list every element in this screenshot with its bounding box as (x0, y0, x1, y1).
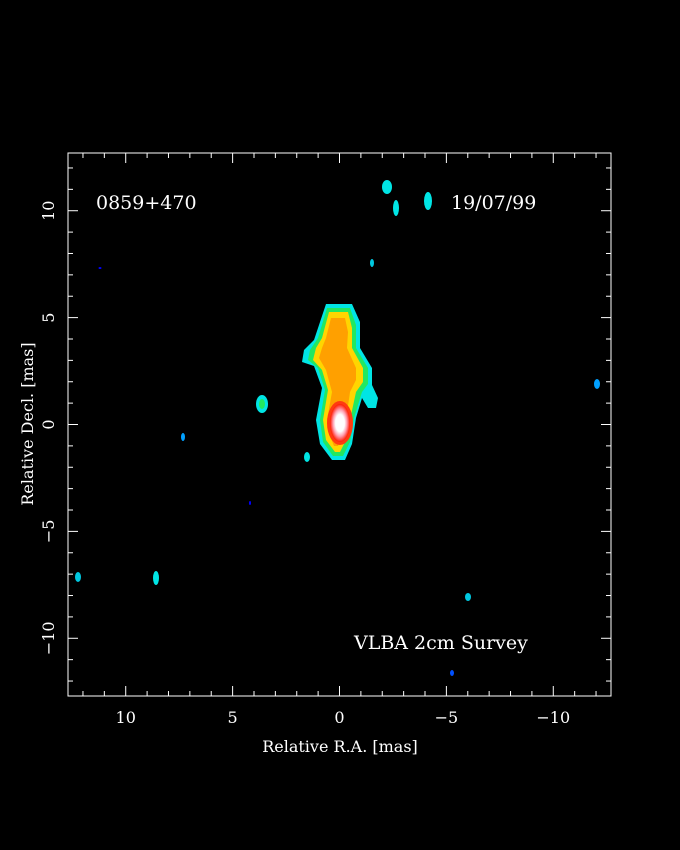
y-tick-label: 0 (39, 419, 58, 429)
x-tick-label: −10 (536, 708, 570, 727)
noise-blob (153, 571, 159, 585)
noise-blob (465, 593, 471, 601)
x-tick-labels: 10 5 0 −5 −10 (116, 708, 571, 727)
y-tick-labels: 10 5 0 −5 −10 (39, 201, 58, 656)
y-axis-label: Relative Decl. [mas] (18, 342, 37, 505)
noise-blob (75, 572, 81, 582)
x-tick-label: 5 (228, 708, 238, 727)
noise-blob (304, 452, 310, 462)
x-tick-label: 10 (116, 708, 136, 727)
y-tick-label: −5 (39, 520, 58, 544)
x-tick-label: 0 (334, 708, 344, 727)
x-axis-label: Relative R.A. [mas] (262, 737, 418, 756)
date-label: 19/07/99 (451, 192, 536, 214)
core-level-white (330, 404, 350, 442)
noise-blob (594, 379, 600, 389)
source-label: 0859+470 (96, 192, 197, 214)
noise-blob (382, 180, 392, 194)
noise-blob (259, 399, 265, 409)
y-tick-label: 5 (39, 313, 58, 323)
noise-blob (370, 259, 374, 267)
survey-label: VLBA 2cm Survey (353, 632, 528, 654)
y-tick-label: −10 (39, 621, 58, 655)
noise-blob (393, 200, 399, 216)
noise-blob (249, 501, 251, 505)
noise-blob (181, 433, 185, 441)
noise-blob (424, 192, 432, 210)
axis-ticks (68, 153, 611, 696)
noise-blob (98, 267, 102, 269)
y-tick-label: 10 (39, 201, 58, 221)
intensity-image (75, 180, 600, 676)
noise-blob (450, 670, 454, 676)
x-tick-label: −5 (435, 708, 459, 727)
